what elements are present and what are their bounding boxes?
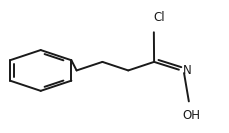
Text: OH: OH (182, 109, 200, 122)
Text: N: N (182, 64, 190, 77)
Text: Cl: Cl (153, 11, 165, 24)
